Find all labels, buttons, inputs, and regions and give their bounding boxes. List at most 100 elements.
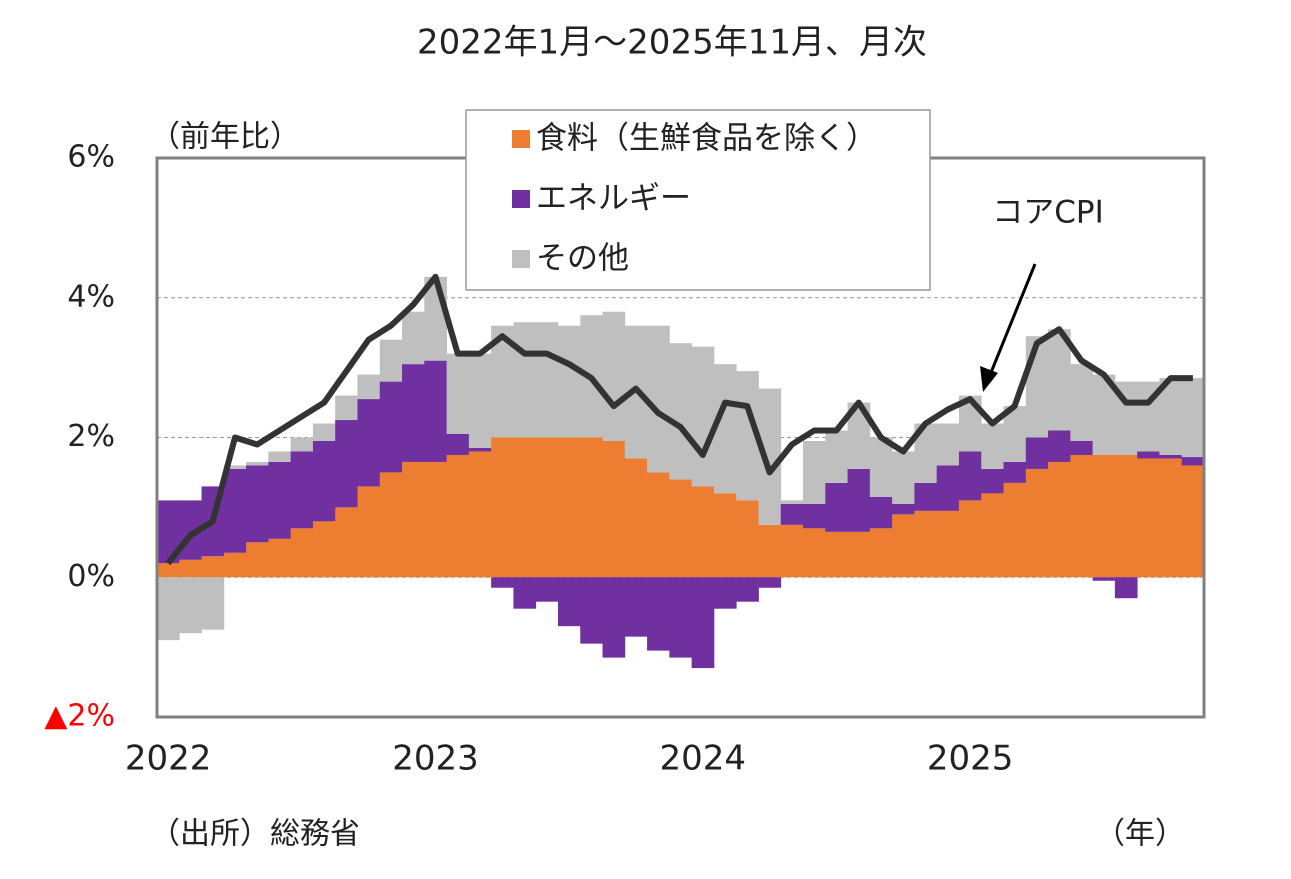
bar-segment	[825, 482, 848, 532]
bar-segment	[958, 500, 982, 578]
annotation-arrow	[988, 263, 1037, 376]
bar-segment	[713, 364, 737, 494]
bar-segment	[201, 577, 225, 630]
bar-segment	[602, 311, 626, 441]
bar-segment	[847, 468, 871, 532]
bar-segment	[312, 423, 336, 441]
bar-segment	[691, 486, 715, 578]
bar-segment	[1092, 577, 1116, 581]
bar-segment	[1048, 430, 1071, 462]
bar-segment	[1159, 454, 1183, 459]
bar-segment	[179, 559, 202, 578]
bar-segment	[268, 461, 292, 539]
bar-segment	[803, 503, 826, 529]
bar-segment	[1003, 461, 1027, 483]
bar-segment	[869, 528, 893, 578]
bar-segment	[602, 440, 626, 578]
bar-segment	[1092, 374, 1116, 455]
bar-segment	[803, 440, 826, 504]
legend-label: 食料（生鮮食品を除く）	[536, 121, 877, 157]
x-tick-label: 2022	[125, 739, 212, 779]
bar-segment	[669, 343, 693, 480]
bar-segment	[335, 395, 358, 421]
bar-segment	[914, 510, 938, 578]
bar-segment	[580, 577, 603, 644]
bar-segment	[981, 493, 1004, 578]
bar-segment	[624, 458, 648, 578]
bar-segment	[535, 322, 559, 438]
legend-label: エネルギー	[536, 181, 691, 217]
bar-segment	[491, 577, 514, 588]
bar-segment	[223, 465, 247, 469]
bar-segment	[535, 577, 559, 602]
x-tick-label: 2025	[927, 739, 1014, 779]
bar-segment	[535, 437, 559, 578]
bar-segment	[335, 507, 358, 578]
bar-segment	[246, 465, 269, 543]
legend-label: その他	[536, 241, 629, 277]
legend-swatch	[512, 250, 530, 268]
bar-segment	[290, 451, 314, 529]
bar-segment	[201, 556, 225, 578]
bar-segment	[513, 437, 537, 578]
bar-segment	[1137, 451, 1160, 459]
bar-segment	[468, 353, 492, 448]
bar-segment	[1070, 440, 1094, 455]
bar-segment	[223, 552, 247, 578]
bar-segment	[580, 437, 603, 578]
bar-segment	[892, 451, 915, 504]
legend-swatch	[512, 190, 530, 208]
y-tick-label: 2%	[67, 419, 115, 454]
bar-segment	[736, 577, 759, 602]
bar-segment	[691, 577, 715, 669]
bar-segment	[402, 364, 425, 462]
y-tick-label: 4%	[67, 279, 115, 314]
bar-segment	[379, 381, 403, 473]
x-tick-label: 2023	[392, 739, 479, 779]
y-tick-label: 0%	[67, 559, 115, 594]
annotation-arrowhead	[980, 366, 998, 392]
bar-segment	[713, 577, 737, 609]
bar-segment	[446, 434, 470, 455]
legend-swatch	[512, 130, 530, 148]
bar-segment	[847, 531, 871, 578]
x-axis-title: （年）	[1095, 817, 1185, 852]
bar-segment	[491, 325, 514, 438]
bar-segment	[157, 577, 180, 641]
bar-segment	[914, 482, 938, 511]
bar-segment	[223, 468, 247, 553]
bar-segment	[647, 325, 670, 473]
bar-segment	[602, 577, 626, 658]
bar-segment	[157, 563, 180, 578]
bar-segment	[1181, 465, 1205, 578]
bar-segment	[179, 577, 202, 634]
bar-segment	[446, 454, 470, 578]
bar-segment	[1048, 461, 1071, 578]
bar-segment	[758, 577, 782, 588]
bar-segment	[424, 360, 447, 462]
bar-segment	[357, 374, 381, 400]
bar-segment	[1159, 458, 1183, 578]
bar-segment	[713, 493, 737, 578]
bar-segment	[1025, 437, 1049, 469]
bar-segment	[669, 577, 693, 658]
bar-segment	[758, 388, 782, 525]
bar-segment	[513, 322, 537, 438]
chart-title: 2022年1月～2025年11月、月次	[417, 23, 927, 63]
bar-segment	[825, 531, 848, 578]
bar-segment	[936, 465, 960, 511]
bar-segment	[669, 479, 693, 578]
bar-segment	[1003, 406, 1027, 462]
bar-segment	[981, 468, 1004, 494]
bar-segment	[1048, 329, 1071, 431]
bar-segment	[513, 577, 537, 609]
bar-segment	[468, 451, 492, 578]
bar-segment	[557, 577, 581, 627]
bar-segment	[290, 437, 314, 452]
source-note: （出所）総務省	[150, 817, 360, 852]
x-tick-label: 2024	[660, 739, 747, 779]
bar-segment	[379, 339, 403, 382]
bar-segment	[847, 402, 871, 469]
